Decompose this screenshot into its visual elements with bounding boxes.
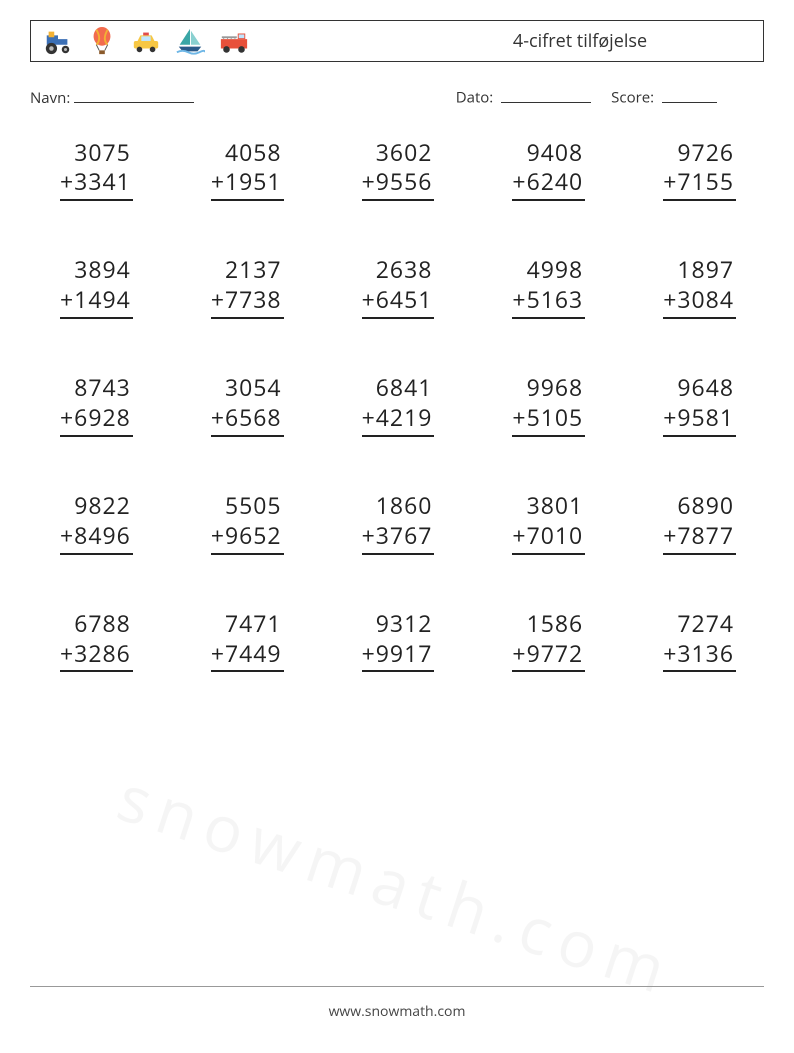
addition-problem: 1897+3084 bbox=[633, 255, 764, 319]
addend-bottom: +7449 bbox=[211, 639, 284, 673]
addend-bottom: +3136 bbox=[663, 639, 736, 673]
addend-top: 4058 bbox=[225, 138, 284, 168]
addend-bottom: +3767 bbox=[362, 521, 435, 555]
tractor-icon bbox=[43, 26, 73, 56]
date-label: Dato: bbox=[456, 88, 494, 108]
addend-top: 2137 bbox=[225, 255, 284, 285]
addition-problem: 2638+6451 bbox=[332, 255, 463, 319]
footer-url: www.snowmath.com bbox=[0, 1002, 794, 1021]
balloon-icon bbox=[87, 26, 117, 56]
firetruck-icon bbox=[219, 26, 249, 56]
sailboat-icon bbox=[175, 26, 205, 56]
addend-bottom: +9556 bbox=[362, 167, 435, 201]
addition-problem: 9648+9581 bbox=[633, 373, 764, 437]
worksheet-title: 4-cifret tilføjelse bbox=[397, 29, 763, 53]
addend-bottom: +3341 bbox=[60, 167, 133, 201]
addend-top: 9726 bbox=[677, 138, 736, 168]
addend-top: 1897 bbox=[677, 255, 736, 285]
addend-bottom: +3084 bbox=[663, 285, 736, 319]
addend-top: 3602 bbox=[376, 138, 435, 168]
addend-top: 3075 bbox=[74, 138, 133, 168]
header-icons bbox=[43, 26, 249, 56]
addition-problem: 6788+3286 bbox=[30, 609, 161, 673]
info-row: Navn: Dato: Score: bbox=[30, 86, 764, 108]
name-label: Navn: bbox=[30, 88, 70, 108]
addition-problem: 1860+3767 bbox=[332, 491, 463, 555]
addend-bottom: +8496 bbox=[60, 521, 133, 555]
addend-bottom: +4219 bbox=[362, 403, 435, 437]
problems-grid: 3075+3341 4058+1951 3602+9556 9408+6240 9726… bbox=[30, 138, 764, 673]
addition-problem: 5505+9652 bbox=[181, 491, 312, 555]
addend-top: 6890 bbox=[677, 491, 736, 521]
addend-bottom: +7010 bbox=[512, 521, 585, 555]
addend-top: 9968 bbox=[527, 373, 586, 403]
addend-bottom: +6240 bbox=[512, 167, 585, 201]
addend-bottom: +9581 bbox=[663, 403, 736, 437]
addend-top: 3801 bbox=[527, 491, 586, 521]
addend-bottom: +9772 bbox=[512, 639, 585, 673]
watermark: snowmath.com bbox=[108, 753, 686, 1015]
addition-problem: 2137+7738 bbox=[181, 255, 312, 319]
score-blank[interactable] bbox=[662, 86, 717, 103]
addend-top: 5505 bbox=[225, 491, 284, 521]
addition-problem: 9822+8496 bbox=[30, 491, 161, 555]
addend-top: 3894 bbox=[74, 255, 133, 285]
addend-top: 9648 bbox=[677, 373, 736, 403]
addition-problem: 4058+1951 bbox=[181, 138, 312, 202]
name-blank[interactable] bbox=[74, 86, 194, 103]
addition-problem: 9726+7155 bbox=[633, 138, 764, 202]
addend-bottom: +6568 bbox=[211, 403, 284, 437]
addend-top: 7471 bbox=[225, 609, 284, 639]
addend-bottom: +9917 bbox=[362, 639, 435, 673]
addend-top: 6788 bbox=[74, 609, 133, 639]
addend-bottom: +9652 bbox=[211, 521, 284, 555]
addition-problem: 9408+6240 bbox=[482, 138, 613, 202]
addition-problem: 3075+3341 bbox=[30, 138, 161, 202]
addition-problem: 6841+4219 bbox=[332, 373, 463, 437]
worksheet-header: 4-cifret tilføjelse bbox=[30, 20, 764, 62]
addend-bottom: +5105 bbox=[512, 403, 585, 437]
addition-problem: 6890+7877 bbox=[633, 491, 764, 555]
addend-top: 4998 bbox=[527, 255, 586, 285]
date-blank[interactable] bbox=[501, 86, 591, 103]
addition-problem: 3894+1494 bbox=[30, 255, 161, 319]
addition-problem: 3602+9556 bbox=[332, 138, 463, 202]
addend-bottom: +6928 bbox=[60, 403, 133, 437]
addend-bottom: +6451 bbox=[362, 285, 435, 319]
addend-top: 3054 bbox=[225, 373, 284, 403]
addition-problem: 7471+7449 bbox=[181, 609, 312, 673]
addend-bottom: +1951 bbox=[211, 167, 284, 201]
score-label: Score: bbox=[611, 88, 654, 108]
addend-top: 9312 bbox=[376, 609, 435, 639]
addition-problem: 3801+7010 bbox=[482, 491, 613, 555]
addend-top: 9408 bbox=[527, 138, 586, 168]
addition-problem: 1586+9772 bbox=[482, 609, 613, 673]
addend-bottom: +3286 bbox=[60, 639, 133, 673]
addend-top: 8743 bbox=[74, 373, 133, 403]
addition-problem: 9968+5105 bbox=[482, 373, 613, 437]
addend-top: 1586 bbox=[527, 609, 586, 639]
addend-bottom: +1494 bbox=[60, 285, 133, 319]
addend-top: 1860 bbox=[376, 491, 435, 521]
addend-bottom: +5163 bbox=[512, 285, 585, 319]
addition-problem: 7274+3136 bbox=[633, 609, 764, 673]
addend-top: 6841 bbox=[376, 373, 435, 403]
addition-problem: 3054+6568 bbox=[181, 373, 312, 437]
addend-top: 9822 bbox=[74, 491, 133, 521]
addition-problem: 9312+9917 bbox=[332, 609, 463, 673]
addend-bottom: +7155 bbox=[663, 167, 736, 201]
addend-bottom: +7738 bbox=[211, 285, 284, 319]
addend-bottom: +7877 bbox=[663, 521, 736, 555]
addend-top: 2638 bbox=[376, 255, 435, 285]
taxi-icon bbox=[131, 26, 161, 56]
addition-problem: 4998+5163 bbox=[482, 255, 613, 319]
addition-problem: 8743+6928 bbox=[30, 373, 161, 437]
addend-top: 7274 bbox=[677, 609, 736, 639]
